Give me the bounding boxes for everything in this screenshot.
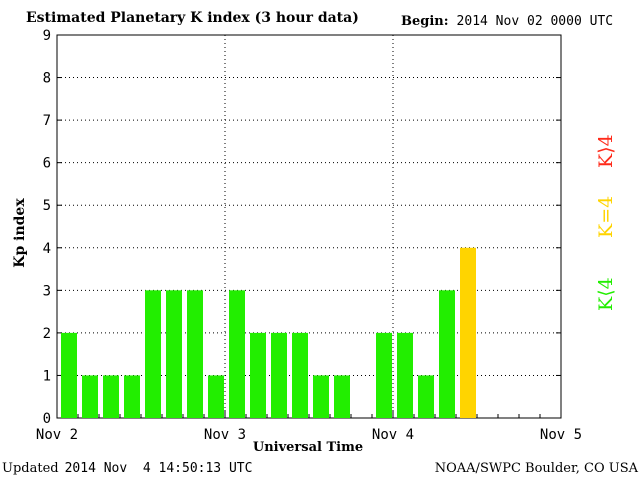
kp-bar [208, 375, 224, 418]
legend-below: K⟨4 [595, 277, 617, 311]
y-tick-label: 9 [43, 28, 51, 44]
x-axis-label: Universal Time [252, 440, 364, 455]
kp-bar [313, 375, 329, 418]
y-tick-label: 3 [43, 283, 51, 299]
kp-bar [397, 332, 413, 418]
kp-bar [145, 290, 161, 418]
kp-bar [103, 375, 119, 418]
begin-timestamp: Begin: 2014 Nov 02 0000 UTC [401, 14, 613, 29]
kp-bar [250, 332, 266, 418]
kp-bar [334, 375, 350, 418]
kp-bar [271, 332, 287, 418]
y-tick-label: 6 [43, 156, 51, 172]
y-tick-label: 7 [43, 113, 51, 129]
kp-bar [187, 290, 203, 418]
plot-frame [56, 34, 562, 419]
legend-equal: K=4 [595, 195, 617, 238]
y-tick-label: 2 [43, 326, 51, 342]
chart-title: Estimated Planetary K index (3 hour data… [26, 10, 359, 26]
kp-bar [376, 332, 392, 418]
kp-bar [418, 375, 434, 418]
updated-label: Updated [2, 461, 59, 476]
y-tick-label: 8 [43, 71, 51, 87]
credit-text: NOAA/SWPC Boulder, CO USA [434, 461, 638, 476]
updated-value: 2014 Nov 4 14:50:13 UTC [64, 461, 253, 476]
x-tick-label: Nov 3 [204, 427, 246, 443]
kp-bar [460, 247, 476, 418]
kp-bar [229, 290, 245, 418]
y-tick-label: 0 [43, 411, 51, 427]
kp-bar [439, 290, 455, 418]
updated-timestamp: Updated 2014 Nov 4 14:50:13 UTC [2, 461, 252, 476]
x-tick-label: Nov 2 [36, 427, 78, 443]
y-tick-label: 4 [43, 241, 51, 257]
y-tick-label: 1 [43, 368, 51, 384]
kp-bar [166, 290, 182, 418]
kp-bar [82, 375, 98, 418]
x-tick-label: Nov 4 [372, 427, 414, 443]
kp-bar [61, 332, 77, 418]
x-tick-label: Nov 5 [540, 427, 582, 443]
begin-value: 2014 Nov 02 0000 UTC [456, 14, 614, 29]
legend-above: K⟩4 [595, 134, 617, 168]
y-tick-label: 5 [43, 198, 51, 214]
kp-bar [292, 332, 308, 418]
begin-label: Begin: [401, 14, 449, 29]
kp-bar [124, 375, 140, 418]
